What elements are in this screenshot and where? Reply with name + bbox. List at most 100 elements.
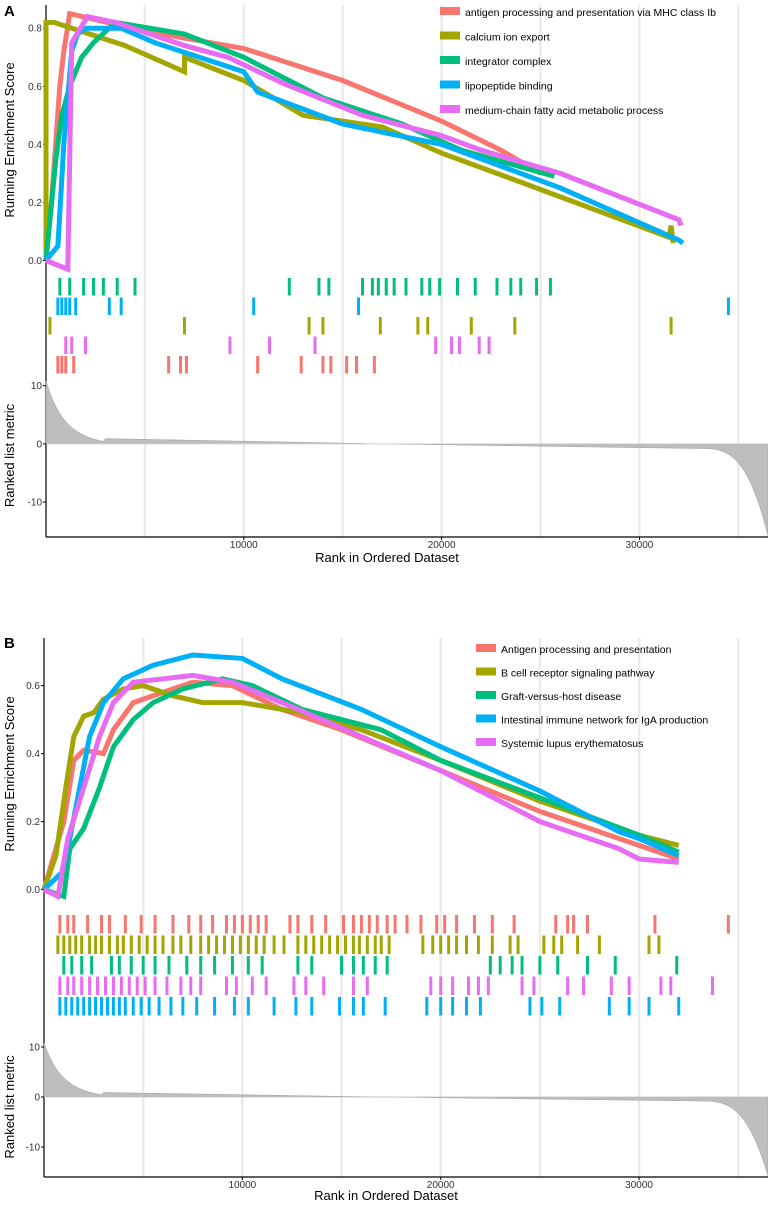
rank-tick-medium-chain-fatty-acid-metabolic-process bbox=[477, 336, 481, 354]
panel-label: A bbox=[4, 3, 15, 20]
rank-tick-b-cell-receptor-signaling-pathway bbox=[171, 935, 175, 954]
rank-tick-integrator-complex bbox=[370, 278, 374, 296]
rank-tick-antigen-processing-and-presentation bbox=[232, 915, 236, 934]
rank-tick-b-cell-receptor-signaling-pathway bbox=[262, 935, 266, 954]
rank-tick-systemic-lupus-erythematosus bbox=[566, 976, 570, 995]
metric-y-tick-label: 0 bbox=[36, 439, 42, 450]
rank-tick-systemic-lupus-erythematosus bbox=[582, 976, 586, 995]
rank-tick-intestinal-immune-network-for-iga-production bbox=[181, 997, 185, 1016]
legend-label: antigen processing and presentation via … bbox=[465, 7, 716, 19]
rank-tick-b-cell-receptor-signaling-pathway bbox=[246, 935, 250, 954]
rank-tick-integrator-complex bbox=[384, 278, 388, 296]
rank-tick-antigen-processing-and-presentation bbox=[566, 915, 570, 934]
rank-tick-antigen-processing-and-presentation bbox=[512, 915, 516, 934]
rank-tick-systemic-lupus-erythematosus bbox=[135, 976, 139, 995]
legend-key-systemic-lupus-erythematosus bbox=[476, 738, 496, 746]
rank-tick-graft-versus-host-disease bbox=[613, 956, 617, 975]
rank-tick-lipopeptide-binding bbox=[60, 297, 64, 315]
rank-tick-antigen-processing-and-presentation bbox=[419, 915, 423, 934]
rank-tick-b-cell-receptor-signaling-pathway bbox=[215, 935, 219, 954]
rank-tick-medium-chain-fatty-acid-metabolic-process bbox=[457, 336, 461, 354]
rank-tick-b-cell-receptor-signaling-pathway bbox=[657, 935, 661, 954]
rank-tick-b-cell-receptor-signaling-pathway bbox=[107, 935, 111, 954]
rank-tick-b-cell-receptor-signaling-pathway bbox=[62, 935, 66, 954]
rank-tick-medium-chain-fatty-acid-metabolic-process bbox=[450, 336, 454, 354]
rank-tick-graft-versus-host-disease bbox=[488, 956, 492, 975]
es-line-calcium-ion-export bbox=[43, 19, 676, 261]
rank-tick-intestinal-immune-network-for-iga-production bbox=[464, 997, 468, 1016]
rank-tick-antigen-processing-and-presentation bbox=[256, 915, 260, 934]
rank-tick-antigen-processing-and-presentation bbox=[100, 915, 104, 934]
rank-tick-integrator-complex bbox=[535, 278, 539, 296]
rank-tick-systemic-lupus-erythematosus bbox=[710, 976, 714, 995]
rank-tick-systemic-lupus-erythematosus bbox=[72, 976, 76, 995]
rank-tick-calcium-ion-export bbox=[321, 317, 325, 335]
rank-tick-antigen-processing-and-presentation bbox=[351, 915, 355, 934]
rank-tick-antigen-processing-and-presentation-via-mhc-class-ib bbox=[321, 356, 325, 374]
rank-tick-intestinal-immune-network-for-iga-production bbox=[627, 997, 631, 1016]
rank-tick-antigen-processing-and-presentation bbox=[248, 915, 252, 934]
rank-tick-graft-versus-host-disease bbox=[230, 956, 234, 975]
rank-tick-systemic-lupus-erythematosus bbox=[234, 976, 238, 995]
rank-tick-b-cell-receptor-signaling-pathway bbox=[100, 935, 104, 954]
rank-tick-intestinal-immune-network-for-iga-production bbox=[111, 997, 115, 1016]
rank-tick-b-cell-receptor-signaling-pathway bbox=[207, 935, 211, 954]
rank-tick-systemic-lupus-erythematosus bbox=[127, 976, 131, 995]
legend-label: medium-chain fatty acid metabolic proces… bbox=[465, 105, 663, 117]
rank-tick-calcium-ion-export bbox=[426, 317, 430, 335]
es-y-ticks: 0.0 0.2 0.4 0.6 0.8 bbox=[28, 24, 46, 267]
metric-y-axis-title: Ranked list metric bbox=[2, 403, 17, 507]
rank-tick-antigen-processing-and-presentation bbox=[171, 915, 175, 934]
rank-tick-graft-versus-host-disease bbox=[510, 956, 514, 975]
rank-tick-intestinal-immune-network-for-iga-production bbox=[157, 997, 161, 1016]
rank-tick-antigen-processing-and-presentation bbox=[393, 915, 397, 934]
rank-tick-b-cell-receptor-signaling-pathway bbox=[552, 935, 556, 954]
x-tick-label: 30000 bbox=[626, 540, 654, 551]
rank-tick-integrator-complex bbox=[68, 278, 72, 296]
x-ticks: 10000 20000 30000 bbox=[228, 1177, 653, 1191]
rank-tick-antigen-processing-and-presentation bbox=[572, 915, 576, 934]
metric-y-tick-label: 10 bbox=[29, 1043, 41, 1054]
rank-tick-medium-chain-fatty-acid-metabolic-process bbox=[70, 336, 74, 354]
rank-tick-systemic-lupus-erythematosus bbox=[153, 976, 157, 995]
rank-tick-lipopeptide-binding bbox=[56, 297, 60, 315]
rank-tick-b-cell-receptor-signaling-pathway bbox=[129, 935, 133, 954]
rank-tick-integrator-complex bbox=[455, 278, 459, 296]
rank-tick-b-cell-receptor-signaling-pathway bbox=[145, 935, 149, 954]
rank-tick-b-cell-receptor-signaling-pathway bbox=[387, 935, 391, 954]
rank-tick-intestinal-immune-network-for-iga-production bbox=[272, 997, 276, 1016]
rank-tick-calcium-ion-export bbox=[469, 317, 473, 335]
rank-tick-graft-versus-host-disease bbox=[109, 956, 113, 975]
rank-tick-intestinal-immune-network-for-iga-production bbox=[232, 997, 236, 1016]
rank-tick-systemic-lupus-erythematosus bbox=[659, 976, 663, 995]
rank-tick-integrator-complex bbox=[404, 278, 408, 296]
rank-tick-systemic-lupus-erythematosus bbox=[264, 976, 268, 995]
rank-tick-intestinal-immune-network-for-iga-production bbox=[338, 997, 342, 1016]
rank-tick-intestinal-immune-network-for-iga-production bbox=[123, 997, 127, 1016]
rank-tick-b-cell-receptor-signaling-pathway bbox=[357, 935, 361, 954]
rank-tick-antigen-processing-and-presentation-via-mhc-class-ib bbox=[60, 356, 64, 374]
rank-tick-b-cell-receptor-signaling-pathway bbox=[254, 935, 258, 954]
rank-tick-antigen-processing-and-presentation bbox=[72, 915, 76, 934]
rank-tick-intestinal-immune-network-for-iga-production bbox=[528, 997, 532, 1016]
rank-tick-b-cell-receptor-signaling-pathway bbox=[373, 935, 377, 954]
rank-tick-graft-versus-host-disease bbox=[153, 956, 157, 975]
rank-tick-antigen-processing-and-presentation bbox=[187, 915, 191, 934]
panel-a: 0.0 0.2 0.4 0.6 0.8 Running Enrichment Score A… bbox=[2, 3, 768, 565]
rank-tick-antigen-processing-and-presentation bbox=[310, 915, 314, 934]
rank-tick-b-cell-receptor-signaling-pathway bbox=[421, 935, 425, 954]
rank-tick-intestinal-immune-network-for-iga-production bbox=[195, 997, 199, 1016]
rank-tick-b-cell-receptor-signaling-pathway bbox=[516, 935, 520, 954]
rank-tick-integrator-complex bbox=[519, 278, 523, 296]
rank-ticks bbox=[48, 278, 730, 374]
es-y-tick-label: 0.6 bbox=[26, 681, 40, 692]
rank-tick-systemic-lupus-erythematosus bbox=[58, 976, 62, 995]
grid-lines bbox=[143, 5, 740, 537]
rank-tick-antigen-processing-and-presentation bbox=[490, 915, 494, 934]
rank-tick-integrator-complex bbox=[82, 278, 86, 296]
legend-label: lipopeptide binding bbox=[465, 81, 553, 93]
rank-tick-b-cell-receptor-signaling-pathway bbox=[223, 935, 227, 954]
rank-tick-graft-versus-host-disease bbox=[129, 956, 133, 975]
legend-key-graft-versus-host-disease bbox=[476, 691, 496, 699]
rank-tick-systemic-lupus-erythematosus bbox=[351, 976, 355, 995]
